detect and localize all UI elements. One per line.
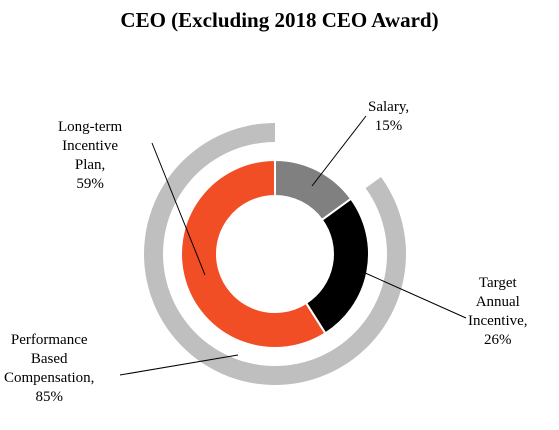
inner-ring-slice-2 — [180, 158, 327, 349]
label-salary: Salary, 15% — [368, 98, 409, 136]
label-target-annual-incentive: Target Annual Incentive, 26% — [468, 274, 528, 350]
inner-ring-slice-1 — [304, 197, 370, 335]
label-line: 59% — [76, 176, 104, 192]
leader-line-salary — [311, 115, 367, 187]
leader-line-target — [362, 271, 467, 319]
label-line: Incentive — [62, 138, 118, 154]
label-line: Based — [30, 351, 68, 367]
label-long-term-incentive-plan: Long-term Incentive Plan, 59% — [58, 118, 122, 194]
label-performance-based-compensation: Performance Based Compensation, 85% — [4, 331, 94, 407]
leader-line-performance — [119, 354, 239, 376]
label-line: 26% — [484, 332, 512, 348]
label-line: Salary, — [368, 99, 410, 115]
label-line: Long-term — [58, 119, 123, 135]
label-line: Target — [478, 275, 517, 291]
label-line: Plan, — [74, 157, 106, 173]
label-line: 85% — [35, 389, 63, 405]
label-line: Performance — [10, 332, 88, 348]
label-line: Incentive, — [468, 313, 528, 329]
label-line: 15% — [374, 118, 403, 134]
label-line: Annual — [475, 294, 520, 310]
chart-title: CEO (Excluding 2018 CEO Award) — [120, 8, 439, 32]
leader-line-ltip — [151, 142, 206, 276]
label-line: Compensation, — [4, 370, 95, 386]
